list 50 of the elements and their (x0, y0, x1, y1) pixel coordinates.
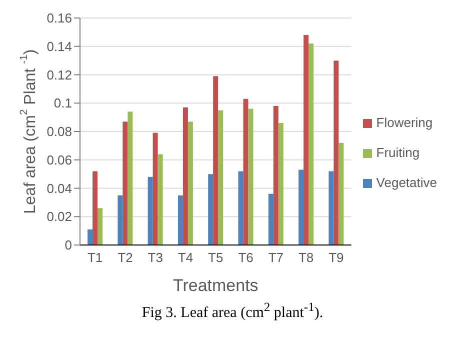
x-tick-label: T1 (87, 250, 103, 266)
y-tick-label: 0.06 (46, 152, 72, 168)
bar (278, 122, 284, 245)
bar (182, 107, 188, 245)
bar (98, 208, 103, 245)
bar (88, 229, 93, 245)
x-tick-label: T3 (148, 250, 163, 266)
bar (268, 194, 274, 245)
x-axis-title: Treatments (172, 276, 258, 295)
bar (298, 170, 304, 245)
legend-label: Flowering (376, 115, 433, 130)
legend-label: Vegetative (376, 175, 437, 190)
x-tick-label: T5 (208, 250, 224, 266)
bar (208, 174, 214, 245)
bar (188, 122, 193, 245)
legend-label: Fruiting (376, 145, 420, 160)
x-tick-label: T8 (298, 250, 314, 266)
bar (304, 35, 309, 245)
bar (158, 154, 163, 245)
bar (118, 195, 123, 245)
y-tick-label: 0.16 (46, 10, 72, 26)
y-tick-label: 0.08 (46, 124, 72, 140)
y-tick-label: 0.02 (46, 209, 72, 224)
bar (122, 122, 128, 245)
bar (218, 110, 224, 245)
bar (248, 108, 254, 245)
bar (243, 98, 248, 245)
bar (213, 76, 218, 245)
x-tick-label: T4 (178, 250, 194, 266)
y-tick-label: 0.14 (46, 38, 72, 54)
y-tick-label: 0.04 (46, 180, 72, 196)
bar (152, 132, 158, 245)
x-tick-label: T6 (238, 250, 254, 266)
y-tick-label: 0.1 (54, 96, 72, 111)
bar (328, 171, 334, 245)
bar (334, 60, 339, 245)
bar (148, 176, 153, 245)
x-tick-label: T7 (268, 250, 284, 266)
bar (178, 195, 183, 245)
bar (238, 171, 244, 245)
y-tick-label: 0.12 (46, 67, 72, 82)
bar (92, 171, 98, 245)
y-tick-label: 0 (64, 238, 72, 253)
bar (338, 142, 344, 245)
bar (128, 112, 133, 245)
x-tick-label: T2 (118, 250, 133, 266)
x-tick-label: T9 (328, 250, 344, 266)
caption: Fig 3. Leaf area (cm$^{2}$ plant$^{-1}$). (140, 300, 324, 322)
bar (273, 106, 278, 245)
bar (308, 44, 314, 245)
